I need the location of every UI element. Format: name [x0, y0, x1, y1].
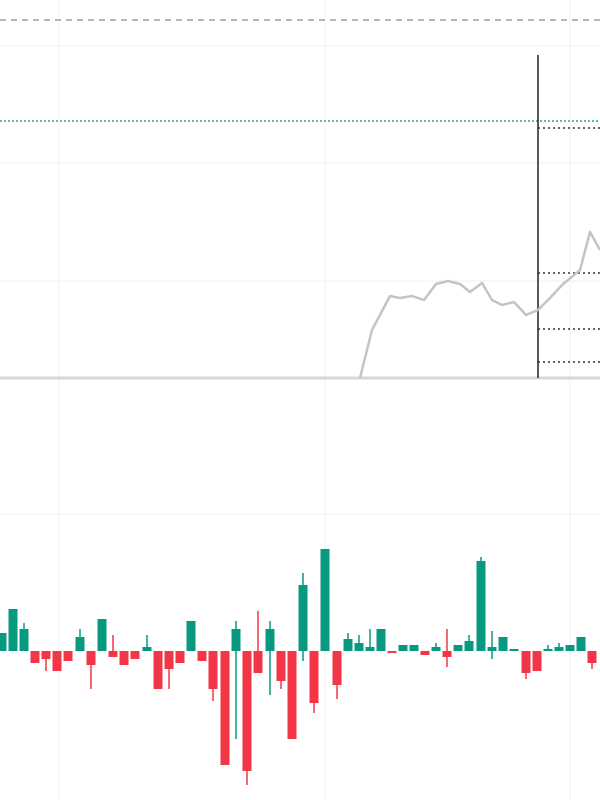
candle-body: [453, 645, 463, 651]
candle-body: [220, 651, 230, 765]
candle-body: [108, 651, 118, 657]
candle-body: [197, 651, 207, 661]
candle-body: [30, 651, 40, 663]
candle-body: [565, 645, 575, 651]
candle-body: [63, 651, 73, 661]
candle-body: [231, 629, 241, 651]
candle-body: [97, 619, 107, 651]
candle-body: [298, 585, 308, 651]
candle-body: [75, 637, 85, 651]
candle-body: [253, 651, 263, 673]
candle-body: [287, 651, 297, 739]
price-line: [358, 230, 600, 379]
candle-body: [186, 621, 196, 651]
candle-body: [19, 629, 29, 651]
candle-body: [543, 649, 553, 651]
candle-body: [276, 651, 286, 681]
candle-body: [86, 651, 96, 665]
candle-body: [576, 637, 586, 651]
candle-body: [153, 651, 163, 689]
candle-body: [521, 651, 531, 673]
candle-body: [41, 651, 51, 659]
candle-body: [354, 643, 364, 651]
candle-body: [242, 651, 252, 771]
candle-body: [309, 651, 319, 703]
candle-body: [8, 609, 18, 651]
candle-body: [554, 647, 564, 651]
candle-body: [387, 651, 397, 653]
candle-body: [208, 651, 218, 689]
candle-body: [431, 647, 441, 651]
candle-body: [52, 651, 62, 671]
candle-body: [119, 651, 129, 665]
candle-body: [130, 651, 140, 659]
candle-body: [587, 651, 597, 663]
candle-body: [142, 647, 152, 651]
candle-body: [365, 647, 375, 651]
candle-body: [164, 651, 174, 669]
candle-body: [532, 651, 542, 671]
candle-body: [343, 639, 353, 651]
candle-body: [509, 649, 519, 651]
candle-body: [398, 645, 408, 651]
candle-body: [265, 629, 275, 651]
candle-body: [332, 651, 342, 685]
candle-body: [409, 645, 419, 651]
candle-body: [442, 651, 452, 657]
candle-body: [320, 549, 330, 651]
candle-body: [464, 641, 474, 651]
candle-body: [476, 561, 486, 651]
candle-body: [376, 629, 386, 651]
candle-body: [498, 637, 508, 651]
candle-body: [420, 651, 430, 655]
candle-body: [487, 647, 497, 651]
candle-body: [175, 651, 185, 663]
candle-body: [0, 633, 7, 651]
